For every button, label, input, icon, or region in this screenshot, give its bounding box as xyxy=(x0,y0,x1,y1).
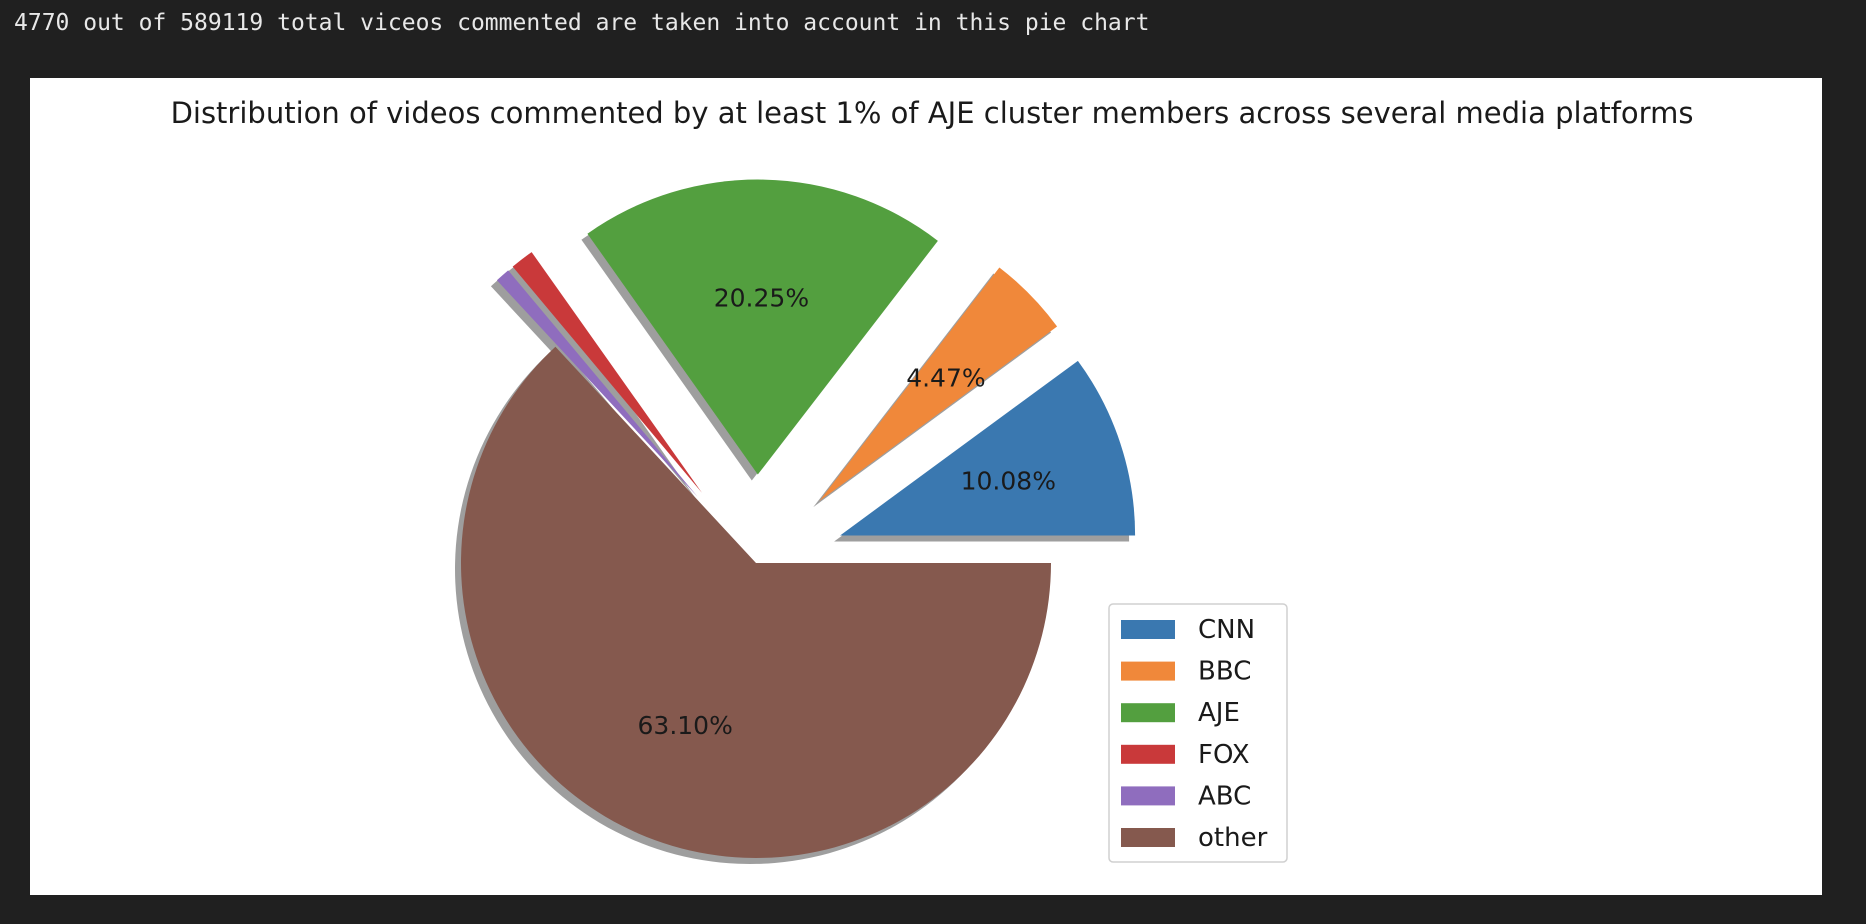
legend-label-cnn: CNN xyxy=(1198,615,1255,645)
legend-swatch-abc xyxy=(1121,786,1175,806)
legend-label-other: other xyxy=(1198,823,1268,853)
pie-chart: Distribution of videos commented by at l… xyxy=(171,96,1694,864)
pie-slices xyxy=(460,179,1136,858)
percent-label-bbc: 4.47% xyxy=(906,363,985,392)
pie-slice-bbc xyxy=(819,267,1058,502)
pie-slice-aje xyxy=(587,179,938,475)
chart-figure: Distribution of videos commented by at l… xyxy=(30,78,1822,895)
legend-label-aje: AJE xyxy=(1198,698,1240,728)
legend-label-abc: ABC xyxy=(1198,781,1251,811)
pie-slice-abc xyxy=(496,270,698,497)
output-text: 4770 out of 589119 total viceos commente… xyxy=(14,10,1150,36)
legend-swatch-aje xyxy=(1121,703,1175,723)
pie-slice-cnn xyxy=(840,360,1136,536)
percent-label-other: 63.10% xyxy=(638,711,733,740)
chart-legend: CNN BBC AJE FOX ABC other xyxy=(1108,603,1288,863)
pie-slice-other xyxy=(460,346,1051,858)
legend-swatch-other xyxy=(1121,828,1175,847)
slice-percent-labels: 10.08% 4.47% 20.25% 63.10% xyxy=(638,284,1056,741)
legend-swatch-fox xyxy=(1121,744,1175,764)
legend-label-bbc: BBC xyxy=(1198,657,1251,687)
chart-title: Distribution of videos commented by at l… xyxy=(171,96,1694,130)
legend-label-fox: FOX xyxy=(1198,740,1250,770)
legend-swatch-cnn xyxy=(1121,620,1175,639)
pie-slice-fox xyxy=(512,252,702,493)
legend-swatch-bbc xyxy=(1121,661,1175,681)
percent-label-aje: 20.25% xyxy=(714,284,809,313)
percent-label-cnn: 10.08% xyxy=(961,466,1056,495)
